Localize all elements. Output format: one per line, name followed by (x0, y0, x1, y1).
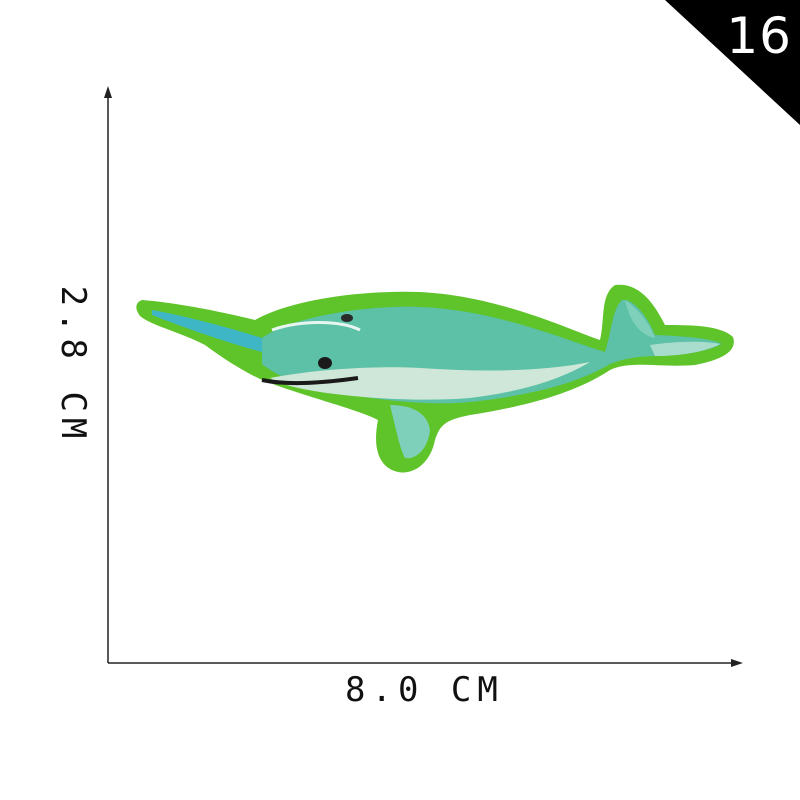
axes (104, 86, 743, 667)
narwhal-tail-upper (625, 300, 655, 338)
narwhal-belly (270, 362, 590, 400)
badge-number: 16 (726, 7, 792, 65)
narwhal-tail (650, 341, 720, 356)
narwhal-eye (318, 357, 332, 369)
narwhal-highlight (271, 321, 361, 332)
x-axis-arrow (731, 659, 743, 667)
y-axis-arrow (104, 86, 112, 98)
corner-badge (665, 0, 800, 125)
narwhal-mouth (261, 376, 359, 386)
badge-triangle (665, 0, 800, 125)
narwhal-fin (390, 405, 430, 459)
narwhal-horn (152, 310, 262, 352)
narwhal-patch-icon (136, 284, 734, 473)
width-label: 8.0 CM (345, 670, 504, 710)
height-label: 2.8 CM (53, 285, 93, 445)
narwhal-brow (341, 314, 353, 322)
